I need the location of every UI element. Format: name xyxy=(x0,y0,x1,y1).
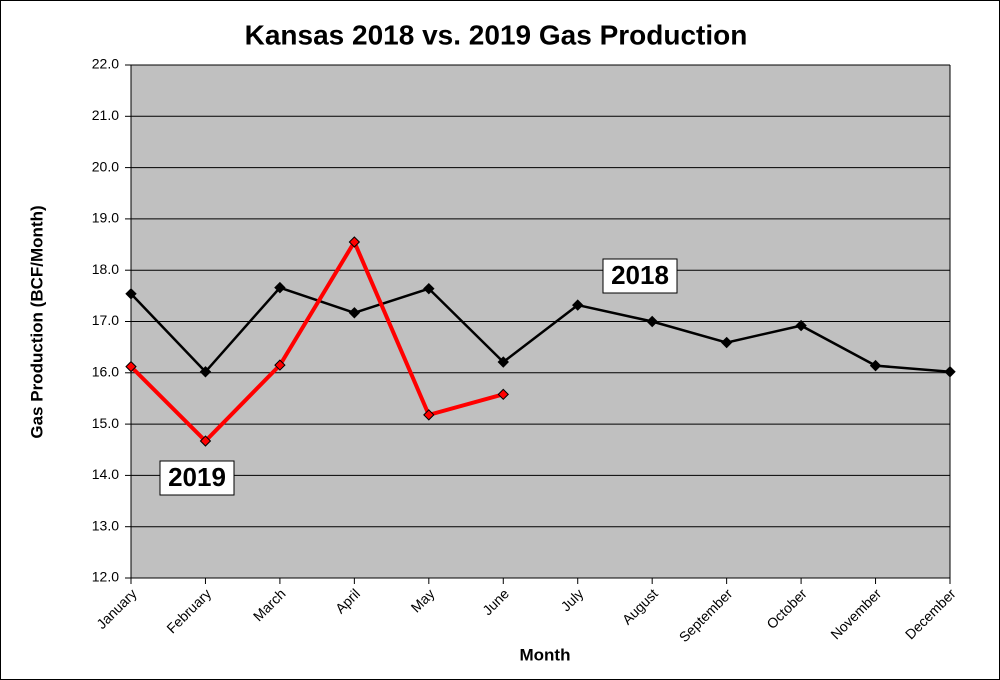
data-point xyxy=(869,359,882,372)
y-tick-label: 19.0 xyxy=(92,210,119,226)
data-point xyxy=(497,388,509,401)
data-point xyxy=(125,288,137,300)
x-axis-label: Month xyxy=(520,645,571,664)
data-point xyxy=(274,359,286,371)
y-tick-label: 18.0 xyxy=(92,261,119,277)
y-tick-label: 22.0 xyxy=(92,56,119,72)
y-tick-label: 21.0 xyxy=(92,107,119,123)
data-point xyxy=(497,356,509,368)
data-point xyxy=(348,236,361,248)
data-point xyxy=(572,299,584,311)
series-label: 2018 xyxy=(611,260,669,290)
y-tick-label: 17.0 xyxy=(92,312,119,328)
data-point xyxy=(720,336,733,349)
data-point xyxy=(199,366,212,378)
data-point xyxy=(423,282,435,295)
y-tick-label: 13.0 xyxy=(92,517,119,533)
y-axis-label: Gas Production (BCF/Month) xyxy=(27,205,46,438)
data-point xyxy=(199,435,212,447)
series-label-box xyxy=(602,258,678,294)
data-point xyxy=(944,366,956,378)
y-tick-label: 16.0 xyxy=(92,364,119,380)
data-point xyxy=(125,360,137,373)
series-line xyxy=(130,286,951,374)
data-point xyxy=(274,281,286,294)
data-point xyxy=(348,307,361,319)
series-label: 2019 xyxy=(168,462,226,492)
y-tick-label: 20.0 xyxy=(92,158,119,174)
series-line xyxy=(129,237,504,444)
series-label-box xyxy=(159,460,235,496)
data-point xyxy=(423,409,435,421)
data-point xyxy=(795,319,807,332)
y-tick-label: 15.0 xyxy=(92,415,119,431)
chart-title: Kansas 2018 vs. 2019 Gas Production xyxy=(245,19,748,50)
y-tick-label: 12.0 xyxy=(92,569,119,585)
y-tick-label: 14.0 xyxy=(92,466,119,482)
data-point xyxy=(646,315,658,328)
